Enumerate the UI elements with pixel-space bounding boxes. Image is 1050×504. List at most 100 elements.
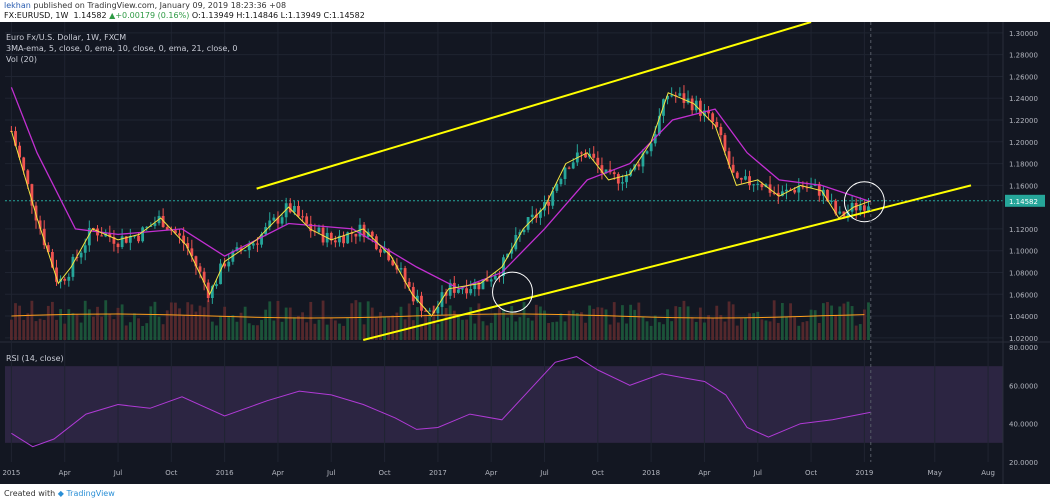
volume-bar: [694, 321, 698, 340]
candle-body: [678, 93, 682, 96]
volume-bar: [338, 323, 341, 340]
volume-bar: [366, 301, 370, 340]
candle-body: [161, 215, 165, 228]
volume-bar: [133, 313, 136, 340]
author-link[interactable]: lekhan: [4, 1, 31, 10]
candle-body: [297, 205, 300, 217]
volume-bar: [862, 309, 866, 340]
volume-bar: [772, 300, 776, 340]
volume-bar: [169, 302, 173, 340]
volume-bar: [477, 303, 481, 340]
candle-body: [502, 257, 505, 277]
volume-bar: [830, 305, 833, 340]
volume-bar: [465, 319, 468, 340]
chart-svg[interactable]: 2015 Apr Jul Oct 2016 Apr Jul Oct 2017 Apr Jul Oct 2…: [0, 21, 1050, 484]
x-tick-label: 2016: [216, 469, 234, 477]
candle-body: [801, 185, 805, 188]
candle-body: [87, 227, 91, 246]
candle-body: [227, 261, 231, 267]
candle-body: [83, 245, 87, 253]
candle-body: [391, 260, 395, 266]
volume-bar: [350, 303, 354, 340]
candle-body: [518, 232, 522, 235]
volume-bar: [288, 307, 292, 340]
volume-bar: [264, 309, 268, 340]
volume-bar: [776, 322, 780, 340]
volume-bar: [670, 321, 674, 340]
volume-bar: [428, 313, 432, 340]
x-tick-label: Jul: [113, 469, 123, 477]
candle-body: [657, 115, 661, 135]
candle-body: [809, 185, 813, 188]
volume-bar: [333, 320, 337, 340]
volume-bar: [653, 315, 657, 340]
y-tick-label: 1.02000: [1009, 335, 1038, 343]
candle-body: [444, 292, 448, 296]
volume-bar: [329, 317, 333, 340]
candle-body: [137, 235, 140, 242]
volume-bar: [215, 325, 218, 340]
candle-body: [186, 243, 190, 249]
y-tick-label: 1.24000: [1009, 95, 1038, 103]
candle-body: [301, 216, 304, 218]
rsi-band: [5, 366, 1003, 443]
volume-bar: [165, 310, 169, 340]
y-tick-label: 1.08000: [1009, 269, 1038, 277]
tradingview-logo-icon[interactable]: ◆: [57, 489, 64, 498]
candle-body: [469, 289, 473, 294]
channel-trendline: [363, 184, 972, 341]
volume-bar: [309, 301, 313, 340]
volume-bar: [637, 302, 641, 340]
volume-bar: [137, 318, 140, 340]
candle-body: [473, 282, 477, 290]
channel-trendline: [256, 21, 812, 190]
volume-bar: [625, 323, 628, 340]
candle-body: [292, 205, 296, 213]
candle-body: [256, 243, 259, 245]
volume-bar: [124, 325, 128, 340]
volume-bar: [227, 315, 231, 340]
volume-bar: [805, 321, 809, 340]
candle-body: [510, 249, 514, 254]
candle-body: [694, 100, 698, 111]
tradingview-brand[interactable]: TradingView: [66, 489, 115, 498]
volume-bar: [219, 315, 222, 340]
candle-body: [247, 245, 251, 251]
candle-body: [698, 100, 702, 116]
volume-bar: [707, 315, 710, 340]
volume-bar: [563, 321, 567, 340]
candle-body: [288, 203, 292, 213]
volume-bar: [817, 322, 821, 340]
candle-body: [805, 187, 809, 189]
candle-body: [456, 289, 460, 293]
candle-body: [112, 236, 116, 244]
candle-body: [223, 263, 227, 267]
volume-bar: [756, 311, 760, 340]
x-tick-label: Jul: [539, 469, 549, 477]
candle-body: [415, 295, 419, 302]
candle-body: [858, 205, 862, 211]
candle-body: [551, 190, 555, 206]
candle-body: [793, 190, 797, 193]
y-tick-label: 1.06000: [1009, 291, 1038, 299]
volume-bar: [826, 302, 829, 340]
candle-body: [42, 228, 46, 246]
volume-bar: [793, 317, 797, 340]
candle-body: [493, 275, 497, 280]
candle-body: [358, 224, 362, 237]
volume-bar: [71, 313, 75, 340]
candle-body: [71, 256, 75, 277]
volume-bar: [284, 307, 288, 340]
candle-body: [100, 235, 104, 237]
volume-bar: [633, 309, 637, 340]
volume-bar: [202, 307, 206, 340]
volume-bar: [243, 306, 247, 340]
volume-bar: [182, 315, 186, 340]
volume-bar: [26, 313, 30, 340]
candle-body: [477, 282, 481, 290]
candle-body: [403, 268, 407, 282]
candle-body: [780, 191, 784, 196]
volume-ma-line: [11, 313, 865, 319]
volume-bar: [399, 306, 403, 340]
chart-area[interactable]: 2015 Apr Jul Oct 2016 Apr Jul Oct 2017 Apr Jul Oct 2…: [0, 21, 1050, 484]
